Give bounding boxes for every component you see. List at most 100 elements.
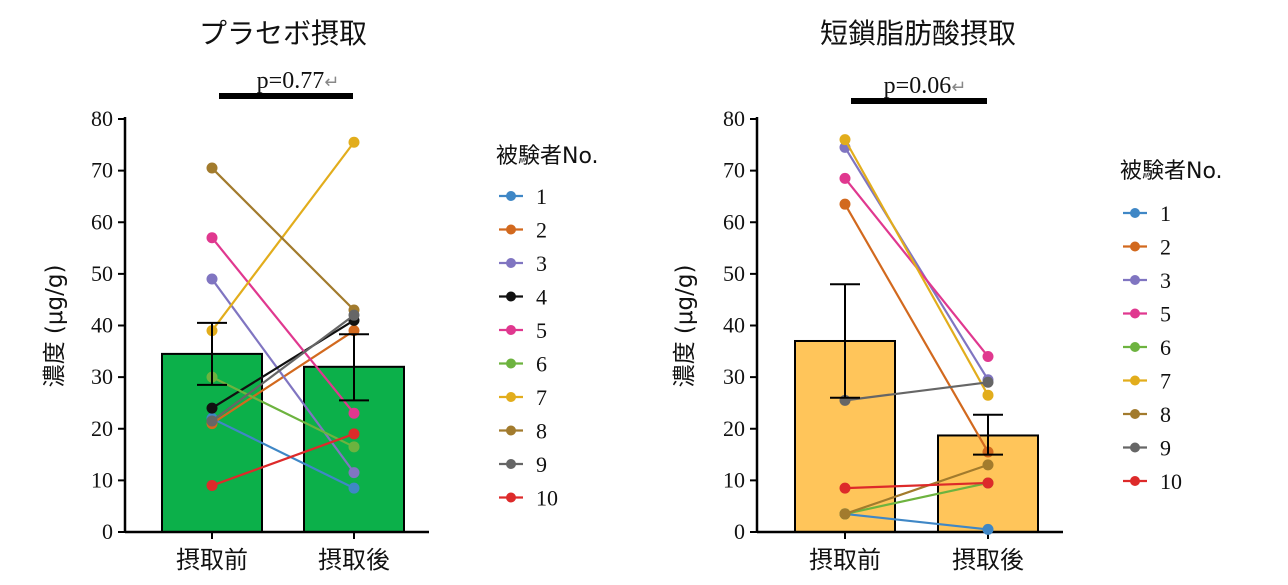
legend-swatch-dot (1130, 375, 1140, 386)
chart-panel-2: 短鎖脂肪酸摂取 p=0.06↵ 濃度 (μg/g) 0 10 20 30 40 50 60 70 80… (672, 17, 1223, 574)
subject-point-9-before (206, 415, 218, 427)
return-mark: ↵ (951, 77, 966, 98)
legend-label: 3 (1160, 268, 1171, 293)
legend-label: 4 (536, 285, 547, 310)
legend-title: 被験者No. (496, 144, 599, 169)
subject-line-1 (844, 512, 989, 531)
legend-swatch-dot (506, 325, 516, 335)
legend-label: 5 (536, 318, 547, 343)
legend-swatch-dot (506, 425, 516, 436)
significance-bar (219, 93, 353, 99)
legend-label: 3 (536, 251, 547, 276)
y-tick-label: 80 (91, 106, 113, 131)
legend-label: 6 (1160, 335, 1171, 360)
significance-bar (851, 98, 987, 104)
legend-swatch-dot (506, 392, 516, 402)
subject-line-9 (211, 314, 355, 422)
x-category-label: 摂取前 (176, 546, 248, 574)
legend-title: 被験者No. (1120, 159, 1223, 184)
legend-swatch-dot (506, 191, 516, 201)
y-tick-label: 20 (91, 416, 113, 441)
subject-point-10-before (206, 480, 218, 492)
subject-point-10-after (982, 477, 994, 489)
subject-point-5-before (206, 232, 218, 244)
subject-point-5-before (839, 172, 851, 184)
subject-line-3 (211, 278, 355, 474)
y-tick-label: 40 (723, 313, 745, 338)
y-tick-label: 0 (102, 519, 113, 544)
y-tick-label: 50 (91, 261, 113, 286)
chart-title: プラセボ摂取 (199, 17, 367, 50)
x-category-label: 摂取後 (952, 546, 1024, 574)
subject-line-3 (844, 146, 989, 381)
subject-point-8-before (206, 162, 218, 174)
legend-label: 2 (1160, 235, 1171, 260)
subject-point-5-after (348, 407, 360, 419)
subject-line-8 (844, 463, 989, 515)
subject-point-9-after (982, 376, 994, 388)
subject-point-7-before (839, 134, 851, 146)
y-tick-label: 60 (723, 209, 745, 234)
y-tick-label: 50 (723, 261, 745, 286)
subject-point-7-after (348, 136, 360, 148)
subject-line-8 (211, 167, 355, 311)
subject-point-5-after (982, 350, 994, 362)
p-value-label: p=0.06↵ (884, 73, 967, 99)
y-axis-label: 濃度 (μg/g) (42, 265, 68, 388)
legend-label: 8 (1160, 402, 1171, 427)
legend-swatch-dot (506, 291, 516, 302)
legend-swatch-dot (1130, 241, 1140, 252)
subject-point-8-after (982, 459, 994, 471)
subject-line-6 (211, 376, 355, 448)
y-tick-label: 20 (723, 416, 745, 441)
legend-swatch-dot (1130, 442, 1140, 453)
y-tick-label: 70 (91, 158, 113, 183)
subject-point-3-before (206, 273, 218, 285)
legend-swatch-dot (506, 358, 516, 369)
legend-swatch-dot (1130, 409, 1140, 419)
subject-point-7-after (982, 389, 994, 401)
legend-swatch-dot (506, 492, 516, 503)
legend-swatch-dot (1130, 208, 1140, 218)
subject-point-10-before (839, 482, 851, 494)
y-axis-label: 濃度 (μg/g) (672, 265, 698, 388)
subject-point-10-after (348, 428, 360, 440)
subject-point-2-before (839, 198, 851, 210)
y-tick-label: 40 (91, 313, 113, 338)
y-tick-label: 10 (91, 467, 113, 492)
y-tick-label: 30 (91, 364, 113, 389)
legend-swatch-dot (1130, 476, 1140, 486)
y-tick-label: 80 (723, 106, 745, 131)
legend-label: 5 (1160, 302, 1171, 327)
legend-swatch-dot (506, 258, 516, 268)
legend-swatch-dot (506, 459, 516, 469)
legend-label: 7 (1160, 369, 1171, 394)
subject-point-4-before (206, 402, 218, 414)
y-tick-label: 70 (723, 158, 745, 183)
x-category-label: 摂取前 (809, 546, 881, 574)
legend-label: 8 (536, 419, 547, 444)
subject-line-9 (844, 381, 989, 402)
legend-label: 10 (1160, 469, 1182, 494)
subject-point-8-before (839, 508, 851, 520)
legend-label: 1 (1160, 201, 1171, 226)
legend-label: 2 (536, 218, 547, 243)
legend-label: 9 (1160, 436, 1171, 461)
subject-point-1-after (982, 523, 994, 535)
subject-line-7 (211, 141, 355, 332)
subject-point-9-after (348, 309, 360, 321)
chart-title: 短鎖脂肪酸摂取 (820, 17, 1016, 50)
y-tick-label: 10 (723, 467, 745, 492)
legend: 被験者No. 1 2 3 5 6 7 8 9 10 (1120, 159, 1223, 494)
legend-label: 7 (536, 385, 547, 410)
legend-swatch-dot (1130, 342, 1140, 352)
x-category-label: 摂取後 (318, 546, 390, 574)
subject-point-1-after (348, 482, 360, 494)
subject-line-7 (844, 139, 989, 396)
chart-panel-1: プラセボ摂取 p=0.77↵ 濃度 (μg/g) 0 10 20 30 40 50 60 70 80 摂… (42, 17, 599, 574)
subject-line-5 (211, 237, 355, 414)
p-value-label: p=0.77↵ (257, 68, 340, 94)
legend-label: 6 (536, 352, 547, 377)
